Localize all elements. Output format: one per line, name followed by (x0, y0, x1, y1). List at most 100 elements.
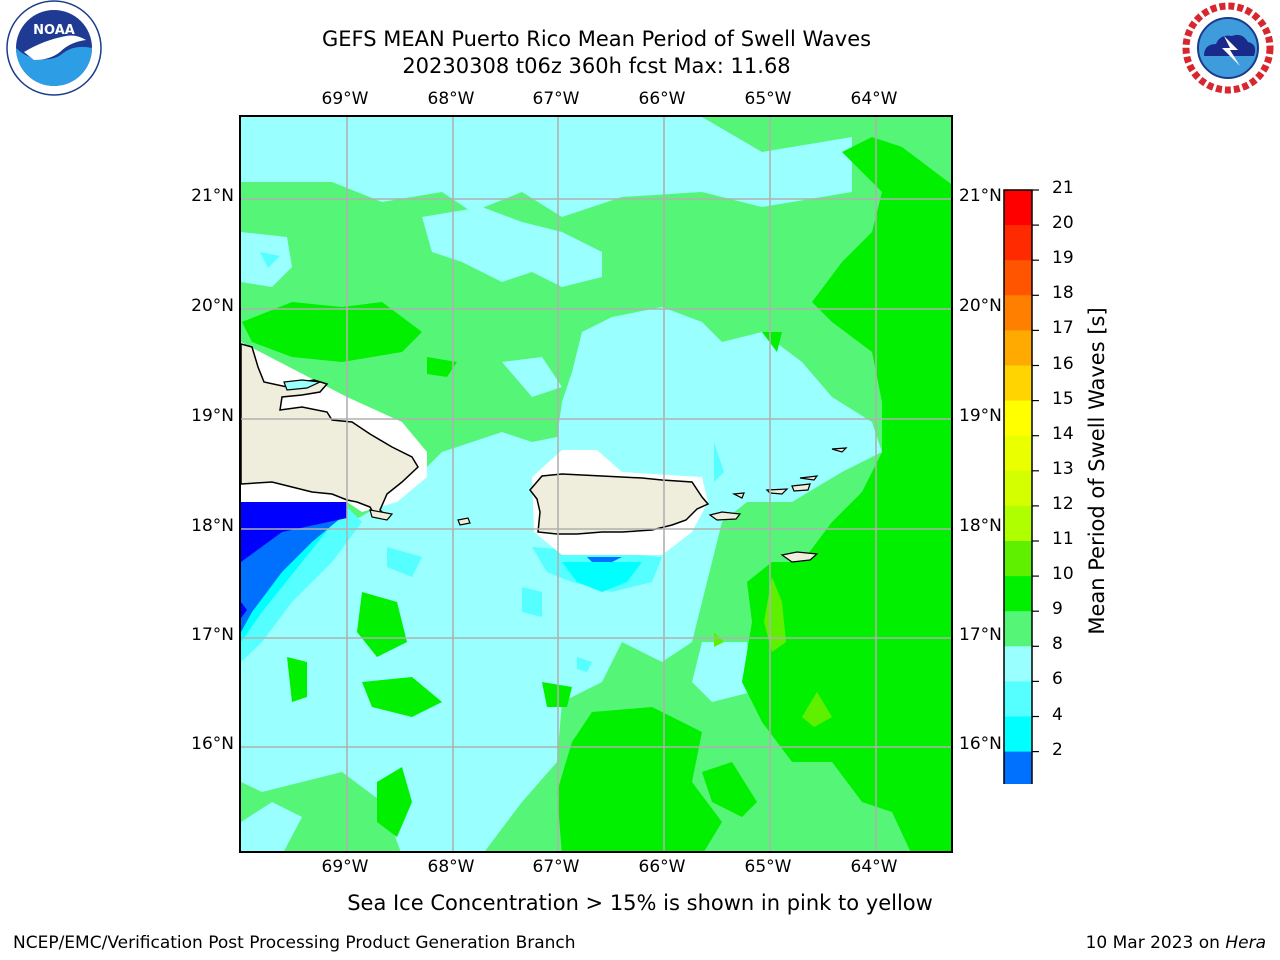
colorbar-tick-label: 8 (1052, 634, 1063, 655)
credit-text: NCEP/EMC/Verification Post Processing Pr… (13, 933, 576, 953)
lat-label-right: 17°N (959, 625, 1002, 645)
st-croix-island (780, 551, 819, 563)
lon-label-bottom: 68°W (427, 857, 475, 877)
colorbar-tick-label: 19 (1052, 248, 1074, 269)
colorbar-tick-label: 11 (1052, 529, 1074, 549)
map-panel[interactable] (239, 115, 953, 853)
colorbar-tick-label: 17 (1052, 318, 1074, 339)
contour-11-12s (802, 692, 832, 727)
contour-below-2s (241, 602, 247, 618)
contour-8-9s (241, 802, 302, 851)
colorbar-band (1004, 365, 1032, 402)
colorbar-tick-label: 2 (1052, 739, 1063, 760)
lat-label-left: 20°N (191, 296, 234, 316)
contour-10-11s (362, 677, 442, 717)
contour-8-9s (692, 642, 752, 702)
colorbar-band (1004, 681, 1032, 717)
colorbar-band (1004, 295, 1032, 331)
saona-island (369, 509, 394, 521)
vieques-island (708, 511, 742, 521)
bay-outline (283, 379, 323, 391)
colorbar (1003, 189, 1039, 784)
tortola-island (791, 483, 811, 492)
contour-2-4s (241, 517, 342, 632)
lon-label-top: 64°W (850, 89, 898, 109)
sea-ice-note: Sea Ice Concentration > 15% is shown in … (347, 891, 933, 915)
chart-subtitle: 20230308 t06z 360h fcst Max: 11.68 (402, 54, 791, 78)
contour-2-4s (587, 557, 622, 562)
colorbar-tick-label: 10 (1052, 564, 1074, 585)
colorbar-band (1004, 470, 1032, 507)
contour-10-11s (377, 767, 412, 837)
lat-label-right: 21°N (959, 186, 1002, 206)
lon-label-bottom: 69°W (321, 857, 369, 877)
colorbar-band (1004, 260, 1032, 296)
lon-label-bottom: 66°W (638, 857, 686, 877)
colorbar-band (1004, 505, 1032, 542)
colorbar-tick-label: 6 (1052, 669, 1063, 690)
contour-10-11s (427, 357, 457, 377)
lat-label-left: 18°N (191, 516, 234, 536)
swell-period-field (241, 117, 951, 851)
noaa-logo: NOAA (6, 0, 102, 96)
contour-6-8s (260, 252, 280, 268)
virgin-gorda-island (799, 475, 819, 481)
contour-8-9s (422, 207, 602, 287)
colorbar-tick-label: 13 (1052, 458, 1074, 479)
lat-label-left: 16°N (191, 734, 234, 754)
colorbar-tick-label: 12 (1052, 493, 1074, 514)
contour-10-11s (242, 302, 422, 362)
date-text: 10 Mar 2023 on Hera (1085, 933, 1266, 953)
lon-label-bottom: 65°W (744, 857, 792, 877)
lat-label-right: 20°N (959, 296, 1002, 316)
culebra-island (731, 492, 745, 499)
contour-below-2s (241, 502, 347, 562)
lat-label-left: 19°N (191, 406, 234, 426)
lon-label-top: 65°W (744, 89, 792, 109)
contour-10-11s (742, 137, 951, 851)
nws-logo (1182, 2, 1274, 94)
colorbar-label: Mean Period of Swell Waves [s] (1085, 307, 1109, 635)
colorbar-band (1004, 435, 1032, 472)
contour-10-11s (942, 333, 951, 377)
lat-label-right: 16°N (959, 734, 1002, 754)
colorbar-tick-label: 4 (1052, 704, 1063, 725)
anegada-island (831, 447, 848, 453)
lat-label-right: 19°N (959, 406, 1002, 426)
lon-label-top: 66°W (638, 89, 686, 109)
lon-label-top: 68°W (427, 89, 475, 109)
lon-label-bottom: 67°W (532, 857, 580, 877)
lat-label-left: 21°N (191, 186, 234, 206)
machine-name: Hera (1225, 933, 1266, 953)
colorbar-band (1004, 576, 1032, 612)
lon-label-bottom: 64°W (850, 857, 898, 877)
colorbar-tick-label: 14 (1052, 423, 1074, 444)
chart-title: GEFS MEAN Puerto Rico Mean Period of Swe… (321, 27, 872, 51)
contour-10-11s (557, 707, 722, 851)
contour-10-11s (762, 332, 782, 352)
lon-label-top: 67°W (532, 89, 580, 109)
contour-11-12s (714, 632, 724, 647)
colorbar-band (1004, 400, 1032, 437)
colorbar-tick-label: 15 (1052, 388, 1074, 409)
colorbar-band (1004, 611, 1032, 647)
colorbar-band (1004, 541, 1032, 577)
colorbar-tick-label: 20 (1052, 213, 1074, 234)
colorbar-tick-label: 18 (1052, 283, 1074, 304)
contour-8-9s (241, 307, 882, 851)
contour-10-11s (287, 657, 307, 702)
colorbar-tick-label: 9 (1052, 599, 1063, 620)
lat-label-right: 18°N (959, 516, 1002, 536)
contour-6-8s (714, 442, 724, 482)
colorbar-tick-label: 21 (1052, 178, 1074, 198)
contour-10-11s (357, 592, 407, 657)
lat-label-left: 17°N (191, 625, 234, 645)
colorbar-outline (1003, 189, 1033, 784)
colorbar-band (1004, 225, 1032, 261)
contour-8-9s (241, 117, 852, 217)
contour-8-9s (502, 357, 562, 397)
contour-4-6s (562, 562, 642, 592)
contour-10-11s (702, 762, 757, 817)
mona-island (457, 517, 471, 526)
graticule (241, 117, 951, 851)
